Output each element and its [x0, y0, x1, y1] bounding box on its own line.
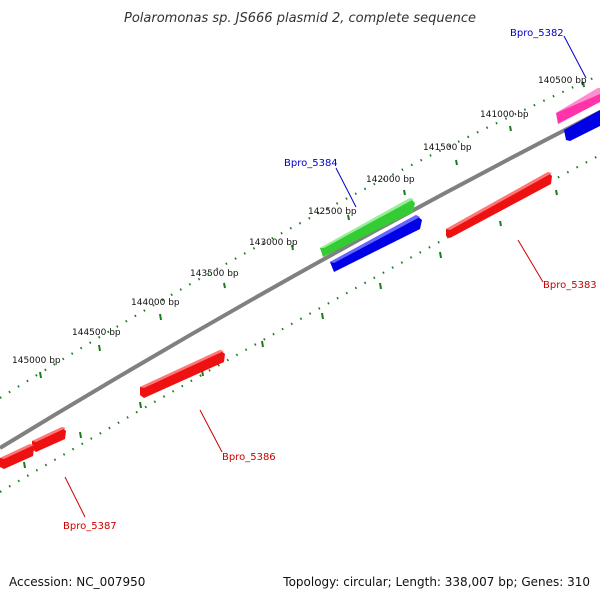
tick-label: 141500 bp — [423, 143, 472, 153]
tick-mark — [139, 401, 142, 409]
tick-mark — [403, 189, 406, 196]
gene-leader-lines — [64, 35, 587, 518]
tick-mark — [379, 282, 382, 290]
tick-mark — [555, 189, 558, 196]
tick-label: 140500 bp — [538, 76, 587, 86]
gene-label-bpro-5382[interactable]: Bpro_5382 — [510, 28, 564, 39]
tick-mark — [439, 251, 442, 259]
gene-bar-blue — [330, 215, 422, 272]
gene-bar-green — [320, 198, 415, 257]
tick-label: 144000 bp — [131, 298, 180, 308]
tick-mark — [455, 159, 458, 166]
gene-bar-red — [446, 172, 552, 238]
tick-label: 143500 bp — [190, 269, 239, 279]
tick-mark — [98, 344, 101, 352]
tick-labels: 140500 bp 141000 bp 141500 bp 142000 bp … — [12, 76, 587, 366]
major-ticks — [39, 81, 585, 379]
gene-bar-red — [140, 350, 225, 398]
tick-mark — [159, 313, 162, 321]
outer-dotted-arc — [0, 73, 600, 399]
tick-mark — [79, 431, 82, 439]
tick-mark — [291, 244, 294, 251]
gene-bar-blue — [564, 110, 600, 141]
map-title: Polaromonas sp. JS666 plasmid 2, complet… — [124, 11, 476, 26]
tick-mark — [582, 81, 585, 88]
leader-line — [563, 35, 587, 79]
plasmid-backbone — [0, 110, 600, 450]
tick-mark — [223, 282, 226, 289]
leader-line — [517, 239, 544, 283]
tick-mark — [23, 461, 26, 469]
accession-label: Accession: NC_007950 — [9, 575, 145, 589]
tick-label: 141000 bp — [480, 110, 529, 120]
gene-label-bpro-5384[interactable]: Bpro_5384 — [284, 158, 338, 169]
gene-labels: Bpro_5382 Bpro_5384 Bpro_5383 Bpro_5386 … — [63, 28, 597, 532]
gene-label-bpro-5387[interactable]: Bpro_5387 — [63, 521, 117, 532]
tick-label: 142000 bp — [366, 175, 415, 185]
tick-label: 143000 bp — [249, 238, 298, 248]
gene-label-bpro-5386[interactable]: Bpro_5386 — [222, 452, 276, 463]
inner-ticks — [23, 189, 558, 469]
tick-mark — [321, 312, 324, 320]
gene-features — [0, 88, 600, 469]
tick-label: 144500 bp — [72, 328, 121, 338]
topology-summary: Topology: circular; Length: 338,007 bp; … — [282, 575, 590, 589]
tick-mark — [347, 214, 350, 221]
leader-line — [199, 409, 223, 453]
gene-bar-red — [0, 427, 66, 469]
leader-line — [64, 476, 86, 518]
tick-label: 145000 bp — [12, 356, 61, 366]
leader-line — [335, 167, 357, 208]
tick-label: 142500 bp — [308, 207, 357, 217]
outer-tick-track — [0, 73, 600, 399]
gene-bar-pink — [556, 88, 600, 124]
gene-label-bpro-5383[interactable]: Bpro_5383 — [543, 280, 597, 291]
tick-mark — [509, 125, 512, 132]
tick-mark — [499, 220, 502, 227]
tick-mark — [261, 340, 264, 348]
tick-mark — [39, 371, 42, 379]
